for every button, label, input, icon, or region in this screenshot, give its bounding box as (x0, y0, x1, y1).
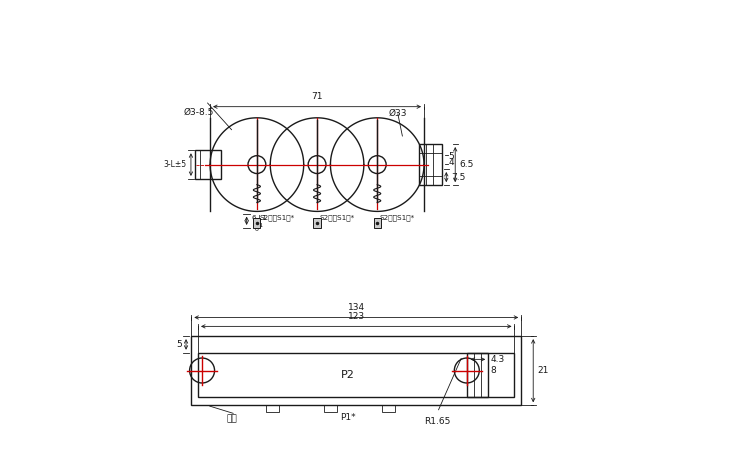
Text: 21: 21 (538, 366, 549, 375)
Text: 5: 5 (448, 152, 454, 161)
Text: Ø33: Ø33 (388, 109, 406, 118)
Text: S2黑红S1黄*: S2黑红S1黄* (380, 215, 415, 222)
Text: 7.5: 7.5 (451, 173, 465, 182)
Bar (382, 405, 395, 412)
Bar (254, 218, 260, 228)
Text: 盖板: 盖板 (226, 414, 237, 423)
Bar (374, 218, 381, 228)
Text: S2黑红S1绣*: S2黑红S1绣* (320, 215, 355, 222)
Bar (419, 144, 442, 185)
Text: 5: 5 (176, 340, 181, 349)
Text: S2黑红S1红*: S2黑红S1红* (260, 215, 295, 222)
Text: 123: 123 (348, 312, 364, 321)
Text: P1*: P1* (340, 413, 356, 422)
Text: 6-L1: 6-L1 (252, 215, 268, 221)
Bar (466, 353, 488, 397)
Bar (266, 405, 279, 412)
Text: 6.5: 6.5 (460, 160, 474, 169)
Bar (191, 336, 521, 405)
Text: P2: P2 (341, 370, 356, 380)
Text: 8: 8 (490, 366, 496, 375)
Text: 4.3: 4.3 (490, 355, 505, 364)
Text: 3-L±5: 3-L±5 (164, 160, 187, 169)
Text: 4: 4 (448, 158, 454, 167)
Text: 134: 134 (348, 303, 364, 312)
Text: +1: +1 (254, 223, 263, 228)
Bar (314, 218, 321, 228)
Text: 0: 0 (254, 227, 258, 232)
Text: Ø3-8.5: Ø3-8.5 (183, 108, 214, 117)
Bar (324, 405, 337, 412)
Text: 71: 71 (311, 92, 322, 101)
Text: R1.65: R1.65 (424, 417, 451, 426)
Bar (198, 353, 514, 397)
Bar (194, 150, 221, 179)
